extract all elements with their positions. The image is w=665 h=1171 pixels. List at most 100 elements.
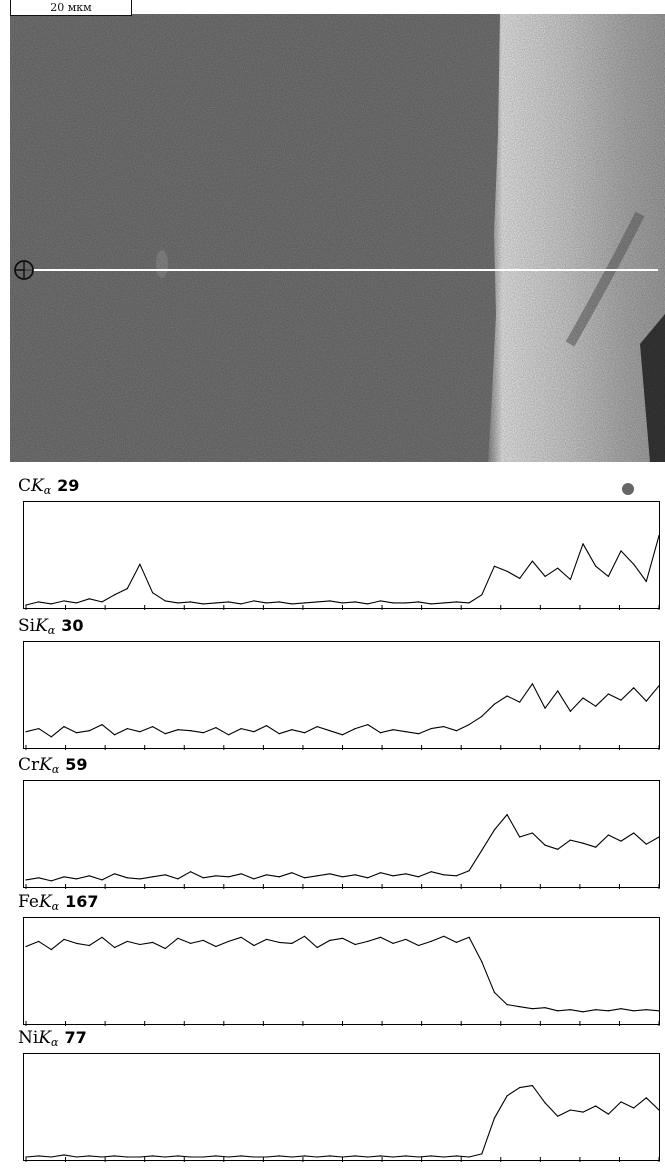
data-point bbox=[531, 832, 533, 834]
data-point bbox=[341, 1156, 344, 1158]
data-point bbox=[177, 602, 179, 604]
data-point bbox=[202, 603, 204, 605]
data-point bbox=[493, 1117, 495, 1119]
data-point bbox=[76, 878, 78, 880]
data-point bbox=[38, 940, 40, 942]
data-point bbox=[582, 842, 584, 844]
data-point bbox=[645, 1009, 647, 1011]
data-point bbox=[265, 874, 268, 876]
line-symbol: K bbox=[35, 616, 48, 636]
data-point bbox=[455, 941, 457, 943]
data-point bbox=[316, 601, 318, 603]
max-count: 77 bbox=[64, 1028, 87, 1047]
data-point bbox=[164, 600, 166, 602]
data-point bbox=[506, 814, 508, 816]
data-point bbox=[190, 730, 192, 732]
data-point bbox=[582, 543, 584, 545]
data-point bbox=[443, 935, 445, 937]
data-point bbox=[114, 873, 116, 875]
data-point bbox=[379, 732, 382, 734]
data-point bbox=[481, 715, 483, 717]
profile-plot bbox=[23, 917, 660, 1026]
data-point bbox=[215, 1155, 217, 1157]
profile-plot bbox=[23, 1053, 660, 1162]
data-point bbox=[443, 726, 445, 728]
data-point bbox=[557, 567, 559, 569]
data-point bbox=[506, 570, 508, 572]
data-point bbox=[430, 728, 432, 730]
profile-plot bbox=[23, 641, 660, 750]
data-point bbox=[607, 693, 610, 695]
data-point bbox=[569, 1009, 572, 1011]
data-point bbox=[633, 1107, 635, 1109]
data-point bbox=[126, 940, 128, 942]
data-point bbox=[240, 1155, 242, 1157]
data-point bbox=[455, 730, 457, 732]
data-point bbox=[50, 603, 52, 605]
data-point bbox=[341, 602, 344, 604]
data-point bbox=[493, 829, 495, 831]
element-symbol: Fe bbox=[18, 892, 39, 912]
data-point bbox=[392, 875, 394, 877]
max-count: 29 bbox=[57, 476, 80, 495]
data-point bbox=[114, 594, 116, 596]
data-point bbox=[607, 834, 610, 836]
data-point bbox=[329, 1155, 331, 1157]
max-count: 59 bbox=[65, 755, 88, 774]
crosshair-circle-icon[interactable] bbox=[14, 260, 34, 280]
data-point bbox=[240, 873, 242, 875]
data-point bbox=[405, 873, 407, 875]
data-point bbox=[38, 728, 40, 730]
data-point bbox=[569, 839, 572, 841]
sem-micrograph bbox=[10, 14, 665, 462]
data-point bbox=[620, 1101, 622, 1103]
data-point bbox=[278, 876, 280, 878]
data-point bbox=[658, 685, 660, 687]
data-point bbox=[253, 878, 255, 880]
data-point bbox=[291, 942, 293, 944]
profile-label: CrKα 59 bbox=[18, 755, 88, 776]
grain-overlay bbox=[10, 14, 665, 462]
data-point bbox=[633, 563, 635, 565]
line-symbol: K bbox=[39, 755, 52, 775]
data-point bbox=[582, 1111, 584, 1113]
data-point bbox=[645, 700, 647, 702]
data-point bbox=[50, 1156, 52, 1158]
data-point bbox=[557, 1010, 559, 1012]
line-symbol: K bbox=[31, 476, 44, 496]
data-point bbox=[569, 710, 572, 712]
data-point bbox=[595, 1105, 597, 1107]
data-point bbox=[126, 877, 128, 879]
profile-panel-si: SiKα 30 bbox=[0, 614, 665, 759]
data-point bbox=[341, 876, 344, 878]
element-symbol: Si bbox=[18, 616, 36, 636]
data-point bbox=[645, 580, 647, 583]
data-point bbox=[379, 1155, 382, 1157]
data-point bbox=[417, 944, 420, 947]
data-point bbox=[519, 577, 521, 579]
data-point bbox=[531, 1085, 533, 1087]
data-point bbox=[493, 565, 495, 567]
data-point bbox=[253, 731, 255, 733]
data-point bbox=[658, 836, 660, 838]
data-point bbox=[607, 575, 610, 577]
data-point bbox=[38, 1155, 40, 1157]
data-point bbox=[265, 1156, 268, 1158]
data-point bbox=[76, 1156, 78, 1158]
data-point bbox=[468, 602, 470, 604]
data-point bbox=[519, 701, 521, 703]
data-point bbox=[607, 1010, 610, 1012]
data-point bbox=[455, 601, 457, 603]
data-point bbox=[126, 1156, 128, 1158]
data-point bbox=[430, 1155, 432, 1157]
data-point bbox=[50, 736, 52, 738]
data-point bbox=[354, 728, 356, 730]
data-point bbox=[544, 575, 546, 577]
data-point bbox=[569, 1109, 572, 1111]
data-point bbox=[367, 940, 369, 942]
data-point bbox=[316, 946, 318, 949]
data-point bbox=[405, 938, 407, 940]
data-point bbox=[114, 946, 116, 949]
data-point bbox=[190, 942, 192, 944]
data-point bbox=[139, 943, 141, 946]
